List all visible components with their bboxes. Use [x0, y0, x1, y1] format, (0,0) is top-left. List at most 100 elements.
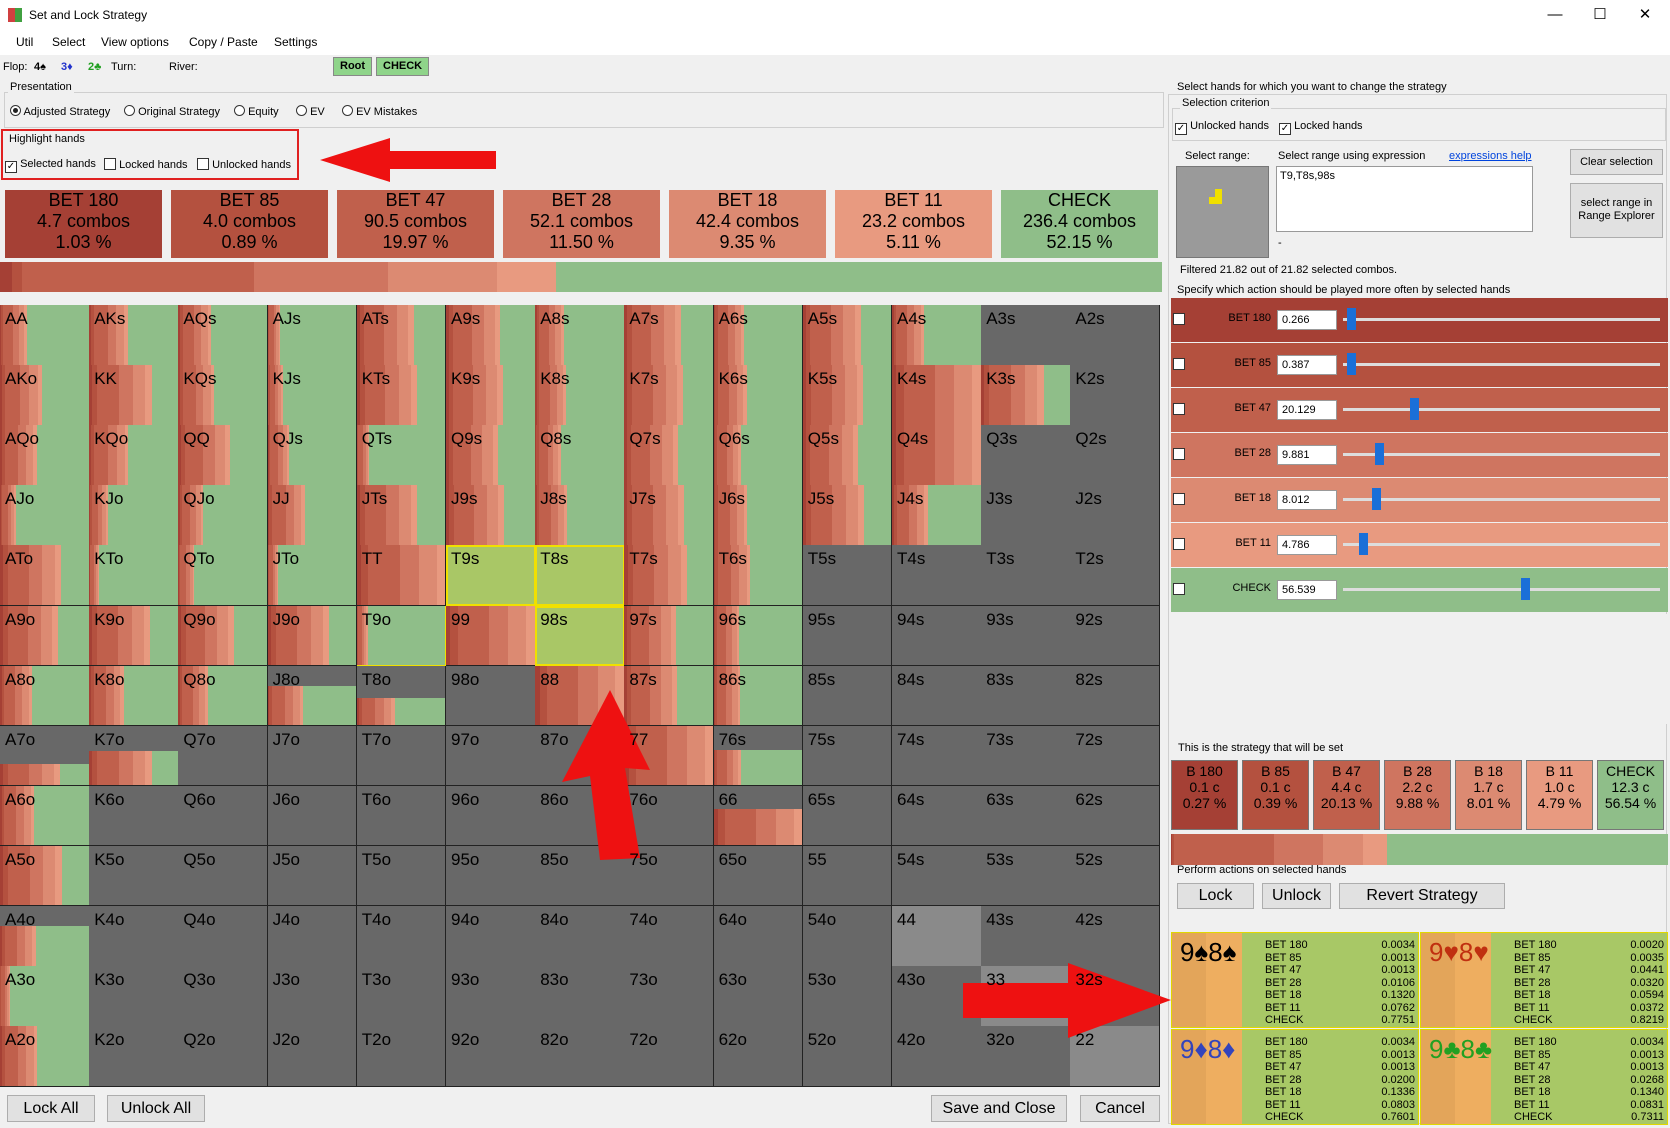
hand-cell[interactable]: K3s [981, 365, 1071, 426]
checkbox-locked-hands[interactable]: Locked hands [104, 158, 188, 171]
path-check-button[interactable]: CHECK [376, 57, 430, 76]
slider-value-input[interactable]: 56.539 [1277, 580, 1337, 600]
hand-cell[interactable]: QTs [356, 425, 447, 486]
hand-cell[interactable]: T6o [356, 785, 447, 847]
hand-cell[interactable]: KJs [267, 365, 358, 426]
hand-cell[interactable]: K4o [89, 906, 179, 967]
radio-ev[interactable]: EV [296, 105, 325, 118]
slider-track[interactable] [1343, 453, 1660, 456]
hand-cell[interactable]: JJ [267, 485, 358, 546]
hand-cell[interactable]: Q7o [178, 725, 269, 787]
criterion-unlocked-checkbox[interactable]: ✓ Unlocked hands [1175, 120, 1269, 135]
hand-cell[interactable]: 63o [713, 966, 804, 1027]
hand-cell[interactable]: T5s [802, 545, 893, 606]
hand-cell[interactable]: Q9o [178, 605, 269, 667]
slider-track[interactable] [1343, 408, 1660, 411]
hand-cell[interactable]: 32o [981, 1026, 1071, 1087]
slider-track[interactable] [1343, 498, 1660, 501]
hand-cell[interactable]: Q3o [178, 966, 269, 1027]
hand-cell[interactable]: A9s [446, 305, 536, 366]
hand-cell[interactable]: J6s [713, 485, 804, 546]
hand-cell[interactable]: 52s [1070, 845, 1161, 907]
hand-cell[interactable]: 66 [713, 785, 804, 847]
hand-cell[interactable]: A5o [0, 845, 90, 907]
hand-cell[interactable]: J4o [267, 906, 358, 967]
hand-cell[interactable]: 65o [713, 845, 804, 907]
hand-cell[interactable]: J7o [267, 725, 358, 787]
hand-cell[interactable]: QJs [267, 425, 358, 486]
hand-cell[interactable]: TT [356, 545, 447, 606]
hand-cell[interactable]: K8o [89, 665, 179, 727]
hand-cell[interactable]: A8s [535, 305, 625, 366]
hand-cell[interactable]: K3o [89, 966, 179, 1027]
hand-cell[interactable]: A4o [0, 906, 90, 967]
hand-cell[interactable]: 92s [1070, 605, 1161, 667]
hand-cell[interactable]: KJo [89, 485, 179, 546]
slider-thumb[interactable] [1374, 443, 1384, 465]
hand-cell[interactable]: 74s [892, 725, 982, 787]
hand-cell[interactable]: 74o [624, 906, 715, 967]
hand-cell[interactable]: J8o [267, 665, 358, 727]
hand-cell[interactable]: K7o [89, 725, 179, 787]
hand-cell[interactable]: Q8s [535, 425, 625, 486]
slider-thumb[interactable] [1371, 488, 1381, 510]
hand-cell[interactable]: 82o [535, 1026, 625, 1087]
hand-cell[interactable]: KTo [89, 545, 179, 606]
hand-cell[interactable]: J9s [446, 485, 536, 546]
hand-cell[interactable]: T4o [356, 906, 447, 967]
hand-cell[interactable]: T8o [356, 665, 447, 727]
cancel-button[interactable]: Cancel [1080, 1095, 1160, 1122]
range-explorer-button[interactable]: select range in Range Explorer [1570, 183, 1663, 238]
hand-cell[interactable]: Q2s [1070, 425, 1161, 486]
hand-cell[interactable]: T9o [356, 605, 447, 667]
hand-cell[interactable]: K9s [446, 365, 536, 426]
checkbox-unlocked-hands[interactable]: Unlocked hands [197, 158, 291, 171]
slider-thumb[interactable] [1346, 353, 1356, 375]
hand-cell[interactable]: A4s [892, 305, 982, 366]
slider-row-checkbox[interactable] [1173, 583, 1185, 595]
hand-cell[interactable]: AQs [178, 305, 269, 366]
radio-equity[interactable]: Equity [234, 105, 279, 118]
hand-cell[interactable]: AKs [89, 305, 179, 366]
hand-cell[interactable]: 63s [981, 785, 1071, 847]
hand-cell[interactable]: Q3s [981, 425, 1071, 486]
hand-cell[interactable]: AQo [0, 425, 90, 486]
range-preview[interactable] [1176, 166, 1269, 258]
hand-cell[interactable]: 65s [802, 785, 893, 847]
expressions-help-link[interactable]: expressions help [1449, 150, 1532, 162]
hand-cell[interactable]: Q8o [178, 665, 269, 727]
hand-cell[interactable]: 22 [1070, 1026, 1161, 1087]
revert-strategy-button[interactable]: Revert Strategy [1339, 883, 1505, 909]
hand-cell[interactable]: T2o [356, 1026, 447, 1087]
lock-all-button[interactable]: Lock All [7, 1095, 95, 1122]
hand-cell[interactable]: J3s [981, 485, 1071, 546]
hand-cell[interactable]: K5s [802, 365, 893, 426]
hand-cell[interactable]: ATs [356, 305, 447, 366]
hand-cell[interactable]: T3o [356, 966, 447, 1027]
hand-cell[interactable]: T7o [356, 725, 447, 787]
hand-cell[interactable]: 85s [802, 665, 893, 727]
close-button[interactable]: ✕ [1638, 6, 1652, 23]
slider-row-checkbox[interactable] [1173, 358, 1185, 370]
hand-cell[interactable]: K2o [89, 1026, 179, 1087]
hand-cell[interactable]: 55 [802, 845, 893, 907]
hand-cell[interactable]: T9s [446, 545, 536, 606]
hand-cell[interactable]: QQ [178, 425, 269, 486]
hand-cell[interactable]: Q4o [178, 906, 269, 967]
hand-cell[interactable]: 97s [624, 605, 715, 667]
hand-cell[interactable]: 95o [446, 845, 536, 907]
menu-select[interactable]: Select [52, 35, 86, 49]
hand-cell[interactable]: 42s [1070, 906, 1161, 967]
hand-cell[interactable]: 44 [892, 906, 982, 967]
hand-cell[interactable]: T8s [535, 545, 625, 606]
hand-cell[interactable]: 52o [802, 1026, 893, 1087]
hand-cell[interactable]: 94s [892, 605, 982, 667]
checkbox-selected-hands[interactable]: ✓ Selected hands [5, 158, 96, 173]
hand-cell[interactable]: 72s [1070, 725, 1161, 787]
hand-cell[interactable]: 53o [802, 966, 893, 1027]
hand-cell[interactable]: KQo [89, 425, 179, 486]
hand-cell[interactable]: J2s [1070, 485, 1161, 546]
menu-copy-paste[interactable]: Copy / Paste [189, 35, 258, 49]
hand-cell[interactable]: 64s [892, 785, 982, 847]
hand-cell[interactable]: AA [0, 305, 90, 366]
